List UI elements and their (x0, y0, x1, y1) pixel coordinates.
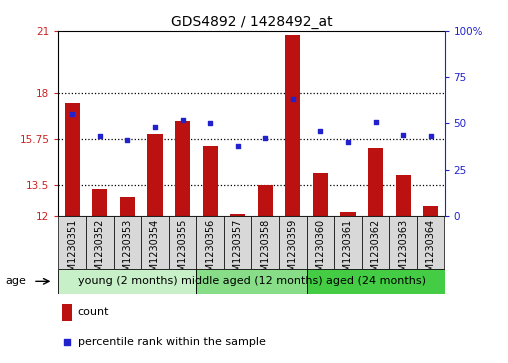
Text: GSM1230354: GSM1230354 (150, 219, 160, 284)
Point (123, 137, 132, 143)
Point (261, 135, 269, 141)
Bar (62, 304, 72, 321)
Bar (196, 269, 307, 294)
Bar (196, 216, 224, 269)
Text: GSM1230361: GSM1230361 (343, 219, 353, 284)
Bar (230, 214, 245, 216)
Text: GSM1230356: GSM1230356 (205, 219, 215, 284)
Point (96, 134, 104, 139)
Point (344, 139, 352, 145)
Bar (389, 216, 417, 269)
Point (289, 97, 297, 102)
Bar (58, 216, 86, 269)
Point (328, 168, 336, 174)
Text: middle aged (12 months): middle aged (12 months) (181, 276, 322, 286)
Point (206, 121, 214, 126)
Bar (423, 206, 438, 216)
Point (316, 128, 325, 134)
Text: GSM1230360: GSM1230360 (315, 219, 326, 284)
Text: GDS4892 / 1428492_at: GDS4892 / 1428492_at (171, 15, 332, 29)
Point (234, 143, 242, 148)
Text: GSM1230363: GSM1230363 (398, 219, 408, 284)
Text: GSM1230353: GSM1230353 (122, 219, 133, 284)
Bar (362, 216, 389, 269)
Point (371, 119, 379, 125)
Point (151, 124, 159, 130)
Bar (396, 175, 410, 216)
Bar (114, 216, 141, 269)
Text: percentile rank within the sample: percentile rank within the sample (78, 337, 266, 347)
Text: age: age (5, 276, 26, 286)
Bar (251, 216, 279, 269)
Text: count: count (78, 307, 109, 318)
Bar (258, 185, 273, 216)
Text: aged (24 months): aged (24 months) (326, 276, 426, 286)
Text: GSM1230355: GSM1230355 (177, 219, 187, 284)
Bar (224, 216, 251, 269)
Text: GSM1230358: GSM1230358 (260, 219, 270, 284)
Point (178, 117, 186, 123)
Bar (86, 216, 114, 269)
Text: GSM1230362: GSM1230362 (370, 219, 380, 284)
Bar (313, 173, 328, 216)
Bar (285, 35, 300, 216)
Point (68, 111, 76, 117)
Bar (203, 146, 217, 216)
Bar (58, 269, 196, 294)
Bar (175, 121, 190, 216)
Bar (307, 269, 444, 294)
Text: GSM1230351: GSM1230351 (67, 219, 77, 284)
Bar (417, 216, 444, 269)
Bar (147, 134, 163, 216)
Text: GSM1230364: GSM1230364 (426, 219, 436, 284)
Text: young (2 months): young (2 months) (78, 276, 177, 286)
Point (427, 134, 435, 139)
Bar (279, 216, 307, 269)
Bar (65, 103, 80, 216)
Text: GSM1230359: GSM1230359 (288, 219, 298, 284)
Text: GSM1230357: GSM1230357 (233, 219, 243, 284)
Bar (120, 197, 135, 216)
Bar (92, 189, 107, 216)
Bar (307, 216, 334, 269)
Bar (334, 216, 362, 269)
Text: GSM1230352: GSM1230352 (95, 219, 105, 284)
Point (399, 132, 407, 138)
Bar (368, 148, 383, 216)
Bar (340, 212, 356, 216)
Bar (141, 216, 169, 269)
Bar (169, 216, 196, 269)
